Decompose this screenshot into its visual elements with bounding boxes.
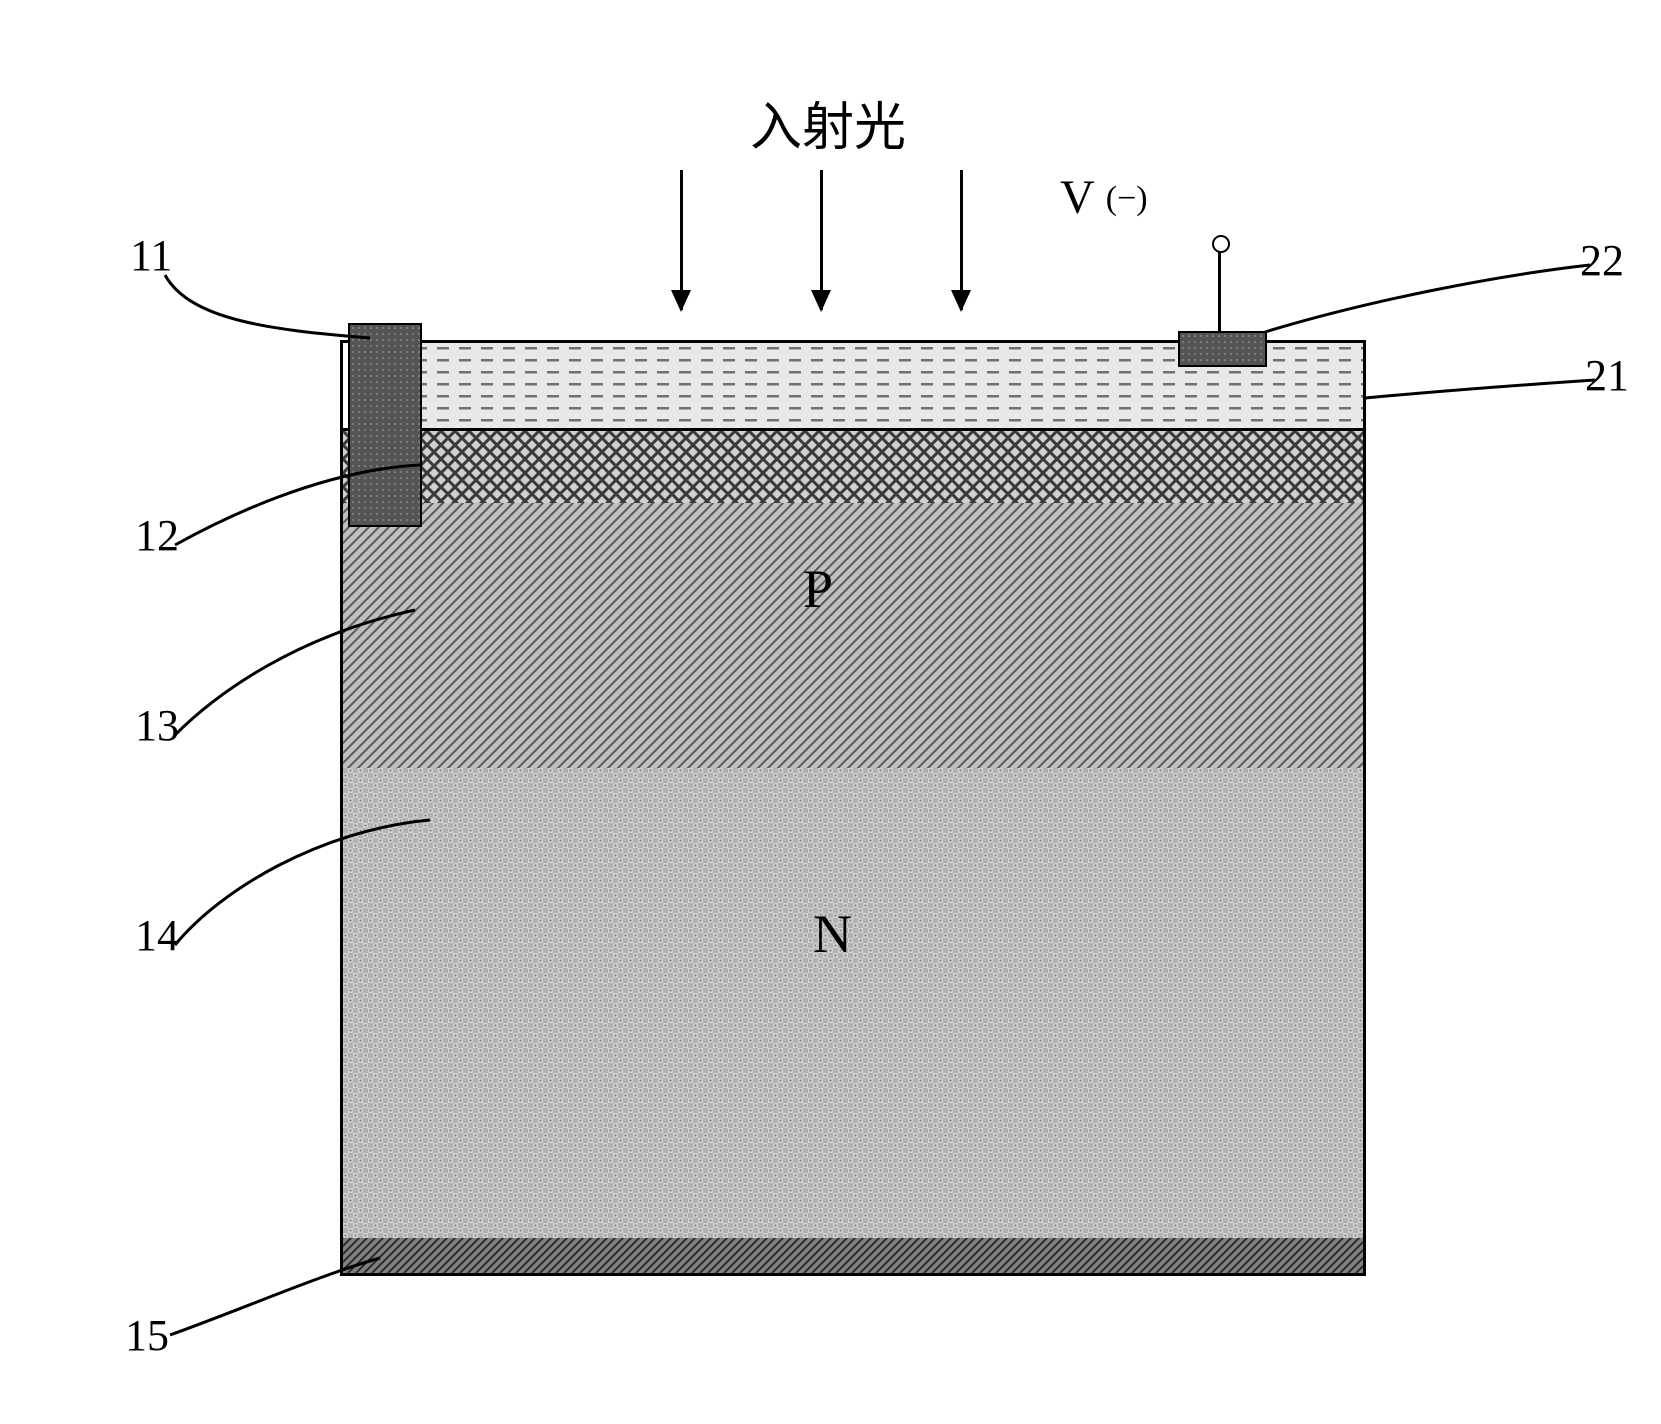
callout-22: 22 bbox=[1580, 235, 1624, 286]
callout-21: 21 bbox=[1585, 350, 1629, 401]
layer-15 bbox=[343, 1238, 1363, 1273]
diagram-title: 入射光 bbox=[750, 85, 906, 160]
terminal-node bbox=[1212, 235, 1230, 253]
block-22 bbox=[1178, 331, 1267, 367]
terminal-lead bbox=[1218, 251, 1221, 331]
callout-15: 15 bbox=[125, 1310, 169, 1361]
voltage-v: V bbox=[1060, 171, 1094, 224]
block-11 bbox=[348, 323, 422, 527]
p-region-label: P bbox=[803, 558, 833, 620]
layer-14-n bbox=[343, 768, 1363, 1241]
incident-arrow-2 bbox=[820, 170, 823, 310]
callout-12: 12 bbox=[135, 510, 179, 561]
n-region-label: N bbox=[813, 903, 852, 965]
voltage-label: V (−) bbox=[1060, 170, 1148, 225]
callout-13: 13 bbox=[135, 700, 179, 751]
voltage-sign: (−) bbox=[1106, 180, 1148, 217]
callout-11: 11 bbox=[130, 230, 172, 281]
device-stack: P N bbox=[340, 340, 1366, 1276]
layer-12 bbox=[343, 428, 1363, 509]
layer-13-p bbox=[343, 503, 1363, 771]
incident-arrow-3 bbox=[960, 170, 963, 310]
incident-arrow-1 bbox=[680, 170, 683, 310]
callout-14: 14 bbox=[135, 910, 179, 961]
